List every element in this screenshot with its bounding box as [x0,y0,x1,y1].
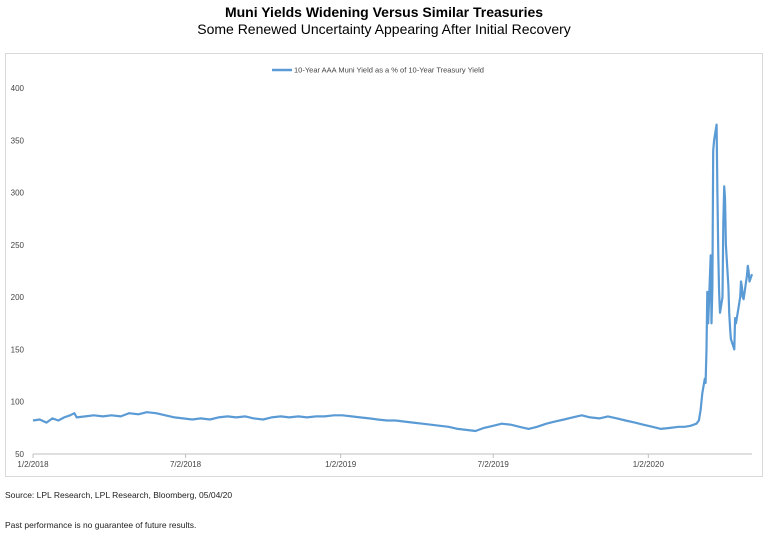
chart-subtitle: Some Renewed Uncertainty Appearing After… [197,21,571,37]
chart-title: Muni Yields Widening Versus Similar Trea… [224,4,544,20]
y-tick-label: 200 [11,293,25,302]
series-line-0 [32,123,754,433]
x-tick-label: 1/2/2019 [325,460,357,469]
disclaimer-note: Past performance is no guarantee of futu… [5,520,197,530]
y-tick-label: 50 [15,450,24,459]
x-tick-label: 7/2/2019 [478,460,510,469]
x-tick-label: 7/2/2018 [170,460,202,469]
chart-frame [5,53,763,477]
y-tick-label: 150 [11,345,25,354]
x-tick-label: 1/2/2020 [633,460,665,469]
y-tick-label: 350 [11,136,25,145]
y-tick-label: 400 [11,84,25,93]
legend: 10-Year AAA Muni Yield as a % of 10-Year… [272,66,484,75]
y-tick-label: 100 [11,398,25,407]
legend-label: 10-Year AAA Muni Yield as a % of 10-Year… [294,66,484,75]
source-note: Source: LPL Research, LPL Research, Bloo… [5,490,233,500]
y-tick-label: 250 [11,241,25,250]
y-tick-label: 300 [11,189,25,198]
plot-area [32,123,754,433]
x-axis: 1/2/2018 7/2/2018 1/2/2019 7/2/2019 1/2/2020 [17,453,752,469]
x-tick-label: 1/2/2018 [17,460,49,469]
y-axis: 50 100 150 200 250 300 350 400 [11,84,25,459]
